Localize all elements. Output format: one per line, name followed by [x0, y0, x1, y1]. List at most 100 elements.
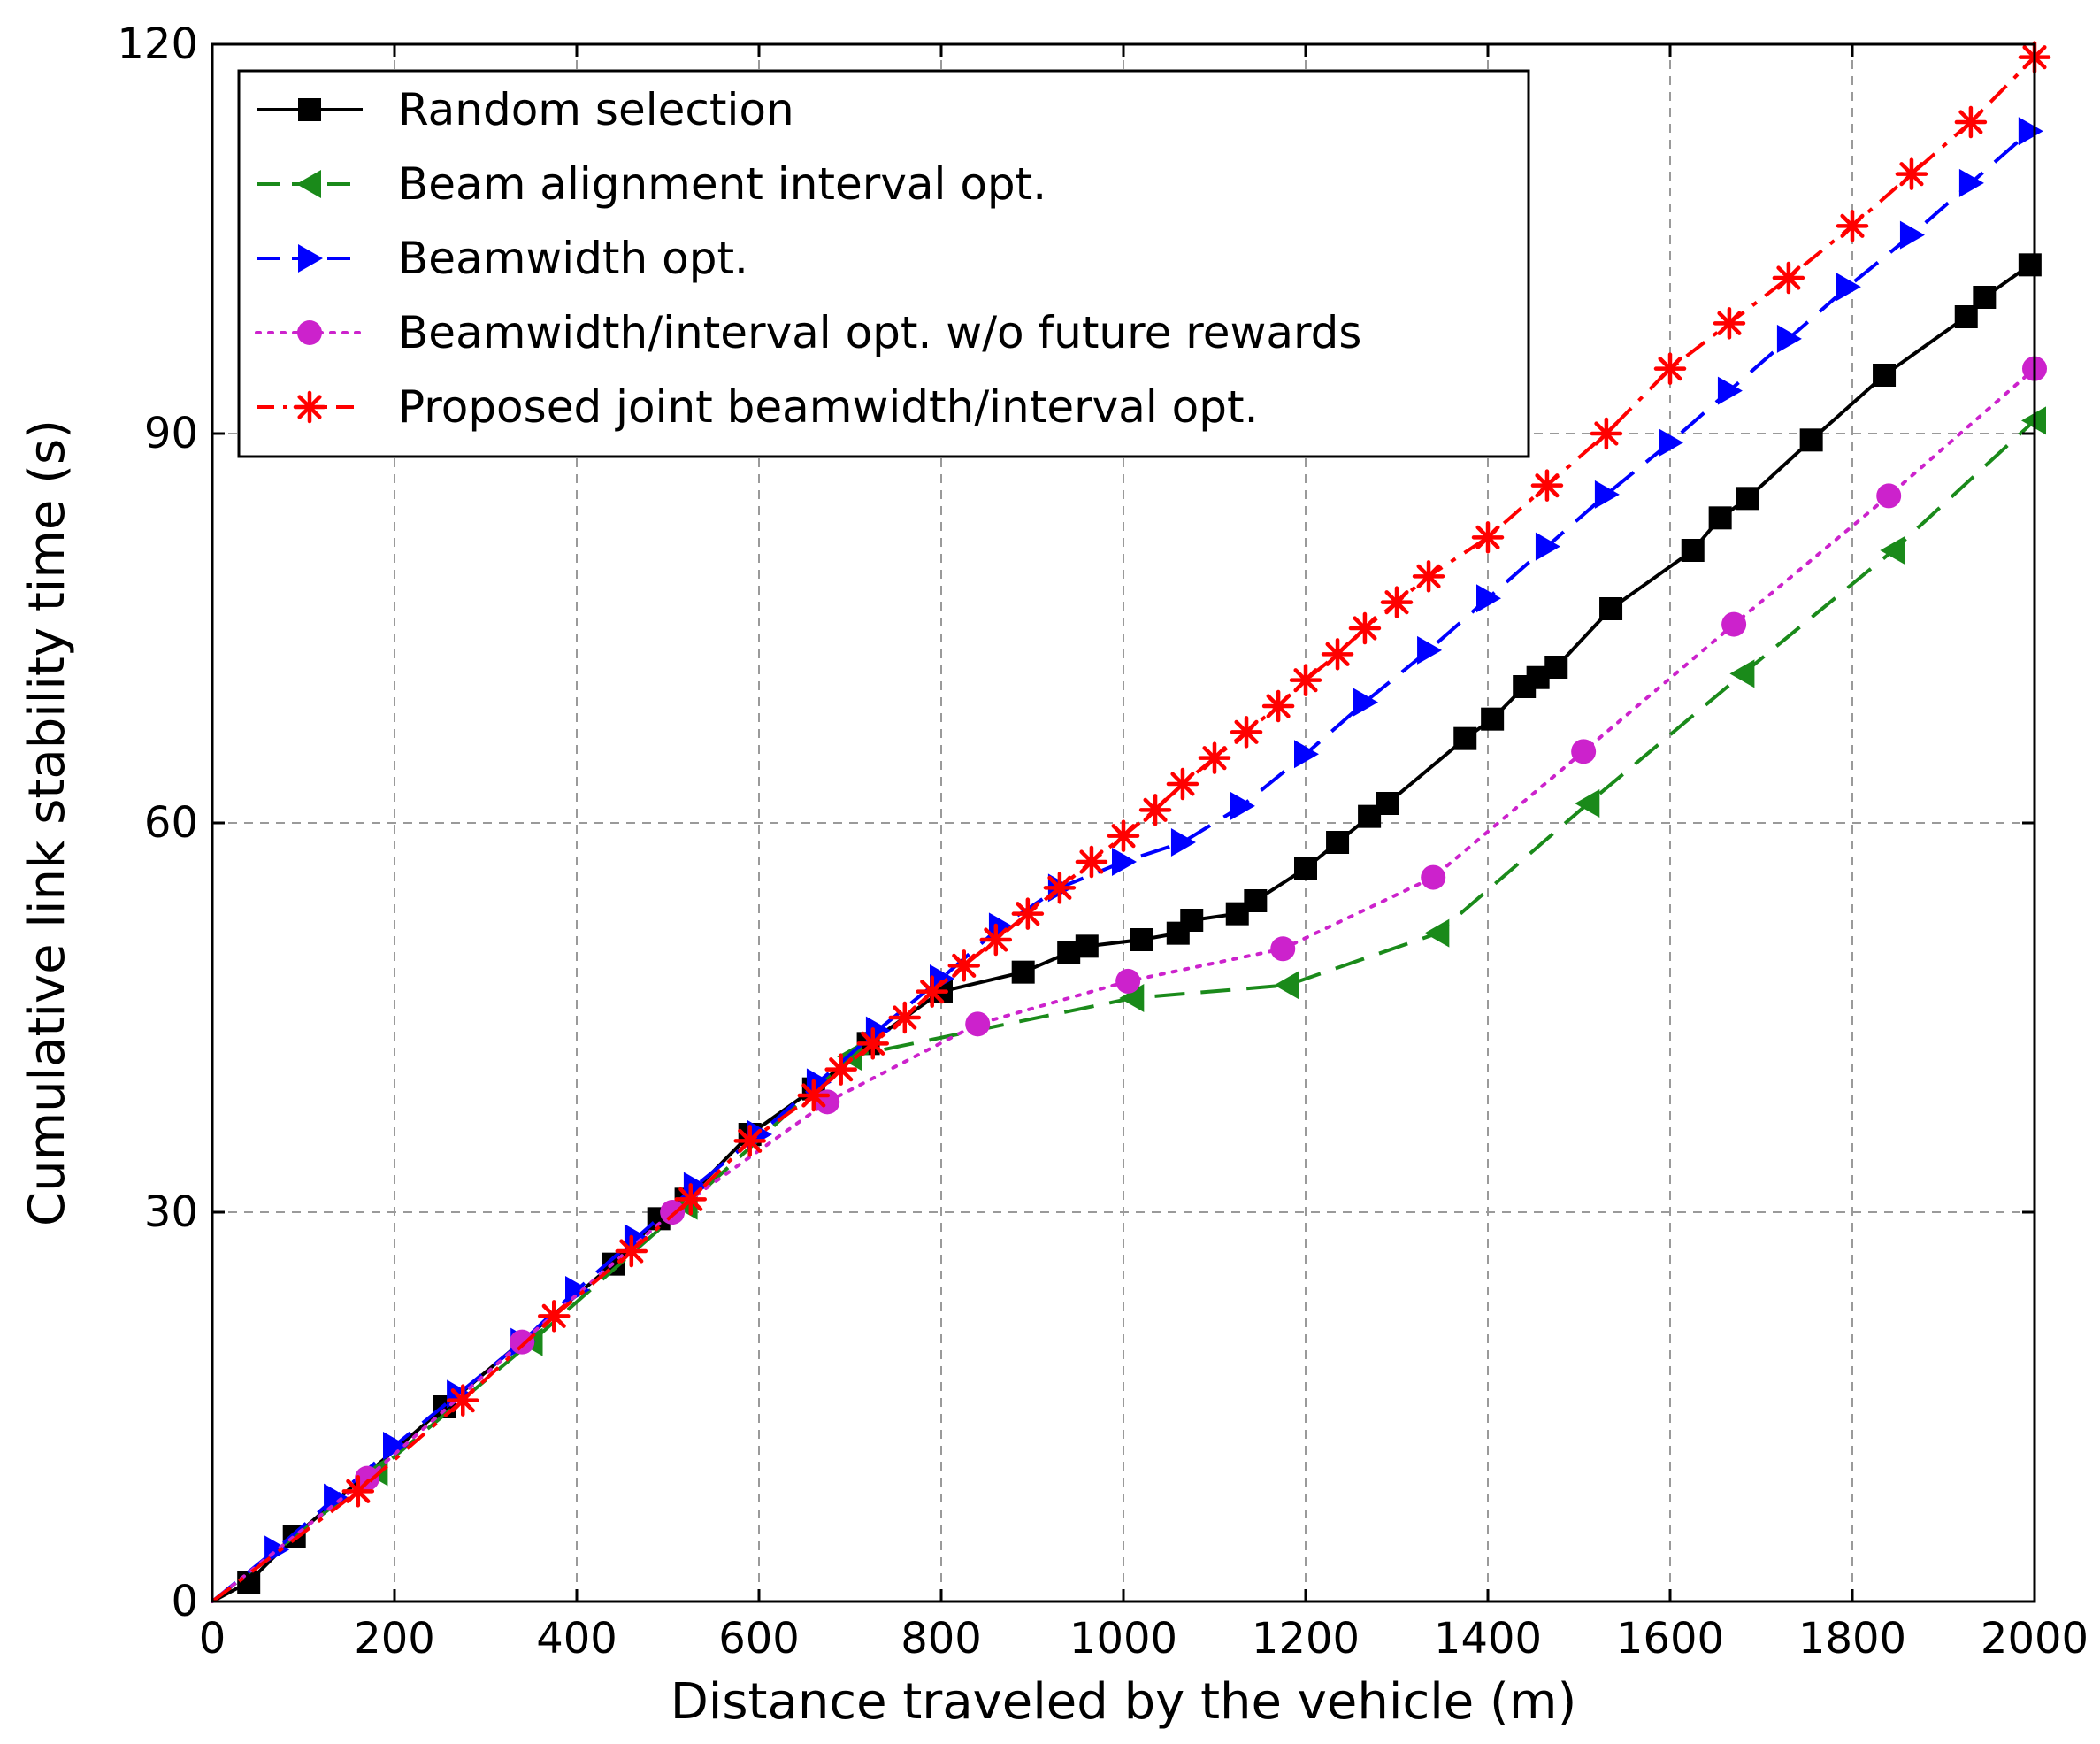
x-tick-label: 600: [718, 1614, 800, 1663]
series-2: [211, 406, 2046, 1603]
data-point: [355, 1465, 380, 1491]
data-point: [1471, 521, 1505, 554]
series-line: [211, 263, 2032, 1603]
data-point: [1376, 792, 1399, 815]
data-point: [979, 923, 1013, 957]
data-point: [447, 1384, 479, 1417]
data-point: [2018, 253, 2042, 277]
data-point: [1899, 220, 1925, 250]
data-point: [1075, 845, 1108, 879]
x-tick-label: 1200: [1252, 1614, 1360, 1663]
x-tick-label: 800: [901, 1614, 982, 1663]
y-tick-label: 30: [144, 1187, 198, 1237]
data-point: [1294, 857, 1317, 880]
series-layer: [211, 41, 2051, 1603]
series-4: [211, 356, 2047, 1603]
x-tick-label: 1600: [1616, 1614, 1724, 1663]
data-point: [1244, 889, 1268, 912]
data-point: [1594, 480, 1620, 509]
data-point: [1115, 968, 1141, 994]
y-tick-label: 60: [144, 798, 198, 848]
y-tick-label: 0: [171, 1577, 198, 1626]
y-axis-label: Cumulative link stability time (s): [19, 419, 76, 1226]
x-tick-label: 1800: [1798, 1614, 1906, 1663]
data-point: [1424, 918, 1450, 948]
x-tick-label: 0: [199, 1614, 226, 1663]
x-tick-label: 200: [354, 1614, 435, 1663]
data-point: [888, 1001, 922, 1034]
series-line: [211, 419, 2036, 1603]
data-point: [1708, 506, 1732, 530]
data-point: [1876, 483, 1902, 509]
data-point: [1954, 105, 1988, 139]
data-point: [1873, 364, 1897, 387]
legend-label: Beamwidth opt.: [398, 233, 748, 284]
data-point: [797, 1079, 831, 1112]
legend-label: Beam alignment interval opt.: [398, 158, 1046, 210]
x-tick-label: 1000: [1069, 1614, 1177, 1663]
data-point: [1836, 210, 1869, 242]
data-point: [324, 1483, 349, 1512]
legend-box: [237, 69, 1530, 458]
data-point: [1294, 740, 1319, 769]
data-point: [1575, 789, 1600, 818]
data-point: [1713, 307, 1746, 340]
data-point: [1270, 936, 1296, 962]
data-point: [1895, 157, 1928, 190]
data-point: [674, 1183, 707, 1216]
data-point: [856, 1027, 889, 1060]
data-point: [1130, 928, 1153, 951]
data-point: [1198, 741, 1231, 774]
data-point: [1535, 532, 1560, 561]
data-point: [1011, 897, 1045, 930]
data-point: [1274, 971, 1299, 1000]
legend-item: Beamwidth opt.: [257, 233, 748, 284]
data-point: [660, 1200, 686, 1225]
data-point: [1590, 417, 1623, 450]
data-point: [1476, 584, 1501, 613]
data-point: [1544, 656, 1568, 679]
data-point: [1417, 635, 1443, 665]
data-point: [1380, 586, 1414, 618]
data-point: [1836, 273, 1861, 302]
data-point: [1721, 611, 1747, 637]
data-point: [1230, 791, 1255, 820]
y-tick-label: 90: [144, 409, 198, 458]
data-point: [615, 1234, 648, 1268]
data-point: [1530, 469, 1564, 502]
data-point: [1736, 487, 1759, 511]
data-point: [1166, 767, 1199, 801]
y-tick-label: 120: [117, 19, 198, 69]
x-tick-label: 2000: [1981, 1614, 2089, 1663]
data-point: [383, 1432, 408, 1460]
data-point: [1180, 909, 1204, 932]
data-point: [1289, 664, 1322, 696]
legend-label: Random selection: [398, 84, 794, 135]
data-point: [1880, 536, 1905, 565]
legend-item: Proposed joint beamwidth/interval opt.: [257, 381, 1259, 433]
data-point: [1107, 819, 1140, 852]
legend-item: Beamwidth/interval opt. w/o future rewar…: [255, 307, 1361, 358]
data-point: [1453, 726, 1477, 750]
data-point: [1954, 305, 1978, 328]
data-point: [824, 1053, 857, 1086]
data-point: [965, 1011, 991, 1037]
data-point: [1481, 707, 1505, 731]
data-point: [1326, 831, 1350, 854]
data-point: [2018, 117, 2043, 146]
legend-item: Beam alignment interval opt.: [257, 158, 1046, 210]
data-point: [1729, 659, 1755, 688]
data-point: [1772, 261, 1805, 295]
legend-label: Proposed joint beamwidth/interval opt.: [398, 381, 1259, 433]
x-tick-label: 400: [536, 1614, 617, 1663]
data-point: [1717, 376, 1743, 405]
data-point: [1799, 428, 1823, 452]
data-point: [510, 1329, 535, 1355]
legend-item: Random selection: [257, 84, 794, 135]
legend: Random selection Beam alignment interval …: [237, 69, 1530, 458]
data-point: [1353, 688, 1378, 717]
data-point: [947, 949, 980, 982]
data-point: [1261, 689, 1295, 723]
data-point: [1138, 794, 1172, 826]
